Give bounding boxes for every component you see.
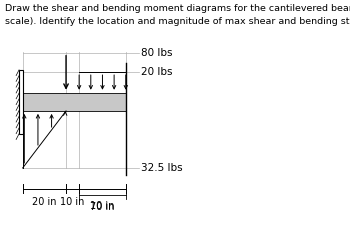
- Bar: [23, 93, 126, 111]
- Text: scale). Identify the location and magnitude of max shear and bending stresses.: scale). Identify the location and magnit…: [5, 17, 350, 26]
- Text: 10 in: 10 in: [90, 201, 115, 211]
- Text: 10 in: 10 in: [61, 197, 85, 207]
- Text: 20 lbs: 20 lbs: [140, 67, 172, 77]
- Text: 80 lbs: 80 lbs: [140, 48, 172, 58]
- Text: 70 in: 70 in: [90, 202, 115, 212]
- Text: 20 in: 20 in: [32, 197, 57, 207]
- Text: 32.5 lbs: 32.5 lbs: [140, 163, 182, 173]
- Bar: [19, 70, 23, 134]
- Text: Draw the shear and bending moment diagrams for the cantilevered beam below (figu: Draw the shear and bending moment diagra…: [5, 4, 350, 13]
